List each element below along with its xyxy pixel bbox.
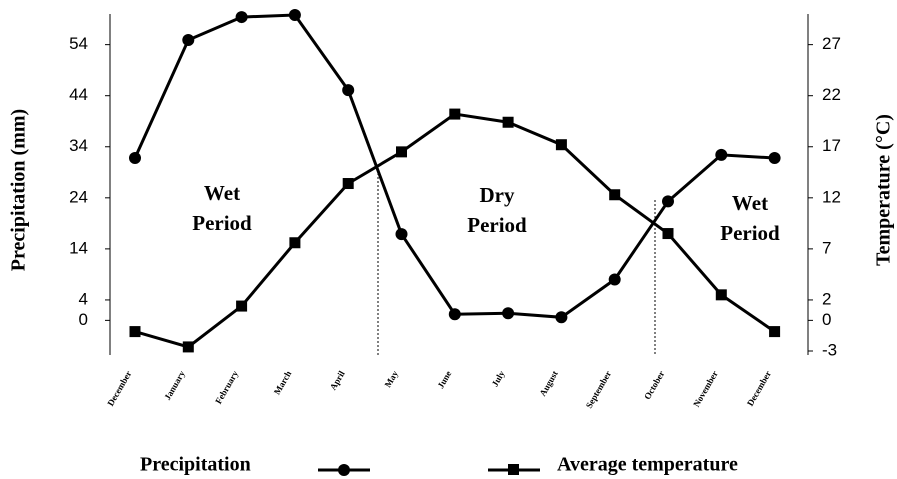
point [609, 189, 621, 201]
x-tick-label: September [584, 369, 613, 410]
annotation: Wet [204, 181, 240, 205]
point [235, 11, 248, 24]
legend-label: Precipitation [140, 454, 251, 476]
x-tick-label: November [691, 369, 720, 409]
x-tick-label: January [162, 369, 187, 402]
legend-label: Average temperature [557, 454, 738, 476]
point [129, 326, 141, 338]
x-tick-label: April [328, 369, 347, 392]
annotation: Dry [480, 183, 515, 207]
point [768, 151, 781, 164]
y-tick-label: 34 [69, 136, 88, 155]
point [182, 34, 195, 47]
x-tick-label: December [105, 369, 133, 408]
point [662, 195, 674, 208]
y-tick-label: 14 [69, 238, 88, 257]
y2-tick-label: 22 [822, 85, 841, 104]
point [396, 146, 407, 158]
point [395, 228, 408, 241]
series-line [133, 13, 775, 319]
y-tick-label: 4 [79, 289, 88, 308]
y-tick-label: 54 [69, 34, 88, 53]
y2-tick-label: 17 [822, 136, 841, 155]
point [236, 300, 248, 312]
point [182, 341, 194, 353]
annotation: Period [192, 211, 252, 235]
point [342, 84, 355, 97]
point [608, 273, 621, 286]
point [555, 139, 567, 151]
annotation: Period [720, 221, 780, 245]
x-tick-label: August [538, 369, 560, 398]
point [289, 237, 301, 249]
y-tick-label: 24 [69, 187, 88, 206]
x-tick-label: December [745, 369, 773, 408]
y2-tick-label: 2 [822, 289, 831, 308]
y2-tick-label: -3 [822, 340, 837, 359]
point [448, 308, 461, 321]
annotation: Period [467, 213, 527, 237]
y-tick-label: 44 [69, 85, 88, 104]
x-tick-label: July [490, 369, 507, 389]
legend-marker [338, 464, 350, 476]
y2-tick-label: 27 [822, 34, 841, 53]
y-axis-title: Precipitation (mm) [8, 109, 30, 271]
x-tick-label: June [435, 369, 453, 390]
point [715, 289, 727, 301]
point [502, 116, 514, 128]
point [715, 148, 728, 161]
annotation: Wet [732, 191, 768, 215]
y2-tick-label: 0 [822, 310, 831, 329]
point [129, 151, 141, 164]
point [769, 326, 781, 338]
point [288, 9, 301, 22]
x-tick-label: October [642, 369, 666, 401]
point [342, 178, 354, 190]
y2-tick-label: 7 [822, 238, 831, 257]
y2-tick-label: 12 [822, 187, 841, 206]
x-tick-label: February [213, 369, 240, 406]
point [449, 108, 461, 120]
point [662, 228, 674, 240]
y-tick-label: 0 [79, 310, 88, 329]
point [502, 307, 515, 320]
point [555, 311, 568, 324]
legend-marker [508, 464, 519, 475]
y2-axis-title: Temperature (°C) [873, 114, 895, 266]
x-tick-label: May [383, 369, 401, 390]
x-tick-label: March [272, 369, 294, 396]
